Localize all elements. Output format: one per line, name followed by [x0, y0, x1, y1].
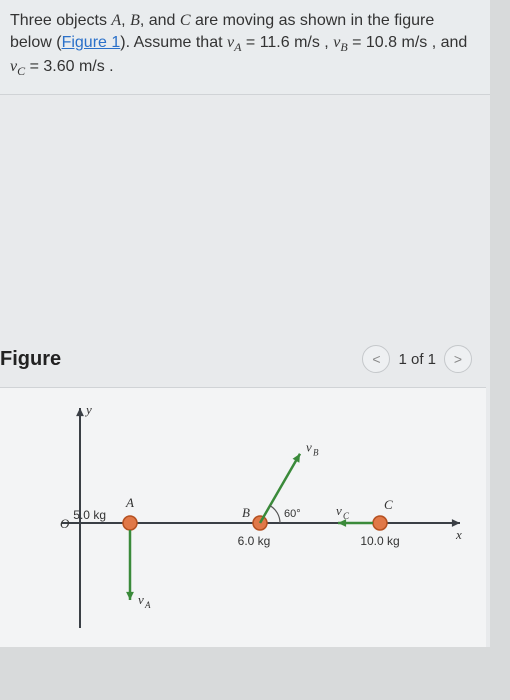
- pager-next-button[interactable]: >: [444, 345, 472, 373]
- comma: ,: [320, 34, 333, 51]
- obj-c: C: [180, 12, 191, 29]
- vb-sub: B: [340, 41, 347, 55]
- text: Three objects: [10, 12, 111, 29]
- and: , and: [427, 34, 467, 51]
- svg-text:B: B: [313, 448, 319, 458]
- pager-count: 1 of 1: [398, 351, 436, 368]
- va-val: 11.6 m/s: [260, 34, 320, 51]
- svg-text:y: y: [84, 402, 92, 417]
- figure-canvas: yxOA5.0 kgvAB6.0 kg60°vBC10.0 kgvC: [0, 387, 486, 647]
- spacer: [0, 95, 490, 335]
- svg-text:v: v: [138, 592, 144, 607]
- svg-text:A: A: [125, 495, 134, 510]
- svg-text:v: v: [306, 440, 312, 455]
- svg-text:C: C: [343, 511, 350, 521]
- vb-val: 10.8 m/s: [366, 34, 427, 51]
- svg-text:A: A: [144, 600, 151, 610]
- svg-text:6.0 kg: 6.0 kg: [238, 534, 271, 548]
- eq: =: [25, 58, 43, 75]
- text: , and: [140, 12, 180, 29]
- text: are moving as shown in the: [191, 12, 390, 29]
- text: ). Assume that: [120, 34, 227, 51]
- svg-text:v: v: [336, 503, 342, 518]
- svg-text:5.0 kg: 5.0 kg: [73, 508, 106, 522]
- figure-section: Figure < 1 of 1 > yxOA5.0 kgvAB6.0 kg60°…: [0, 335, 490, 647]
- period: .: [105, 58, 114, 75]
- figure-title: Figure: [0, 348, 61, 371]
- obj-a: A: [111, 12, 121, 29]
- svg-text:B: B: [242, 505, 250, 520]
- svg-text:10.0 kg: 10.0 kg: [360, 534, 399, 548]
- figure-pager: < 1 of 1 >: [362, 345, 472, 373]
- eq: =: [241, 34, 259, 51]
- text: =: [352, 34, 366, 51]
- vc-val: 3.60 m/s: [43, 58, 104, 75]
- figure-link[interactable]: Figure 1: [62, 34, 121, 51]
- obj-b: B: [130, 12, 140, 29]
- svg-text:O: O: [60, 516, 70, 531]
- diagram-svg: yxOA5.0 kgvAB6.0 kg60°vBC10.0 kgvC: [0, 388, 486, 648]
- svg-text:60°: 60°: [284, 508, 301, 520]
- problem-statement: Three objects A, B, and C are moving as …: [0, 0, 490, 95]
- pager-prev-button[interactable]: <: [362, 345, 390, 373]
- figure-header: Figure < 1 of 1 >: [0, 335, 490, 387]
- svg-text:x: x: [455, 527, 462, 542]
- svg-text:C: C: [384, 497, 393, 512]
- vc-sub: C: [17, 65, 25, 79]
